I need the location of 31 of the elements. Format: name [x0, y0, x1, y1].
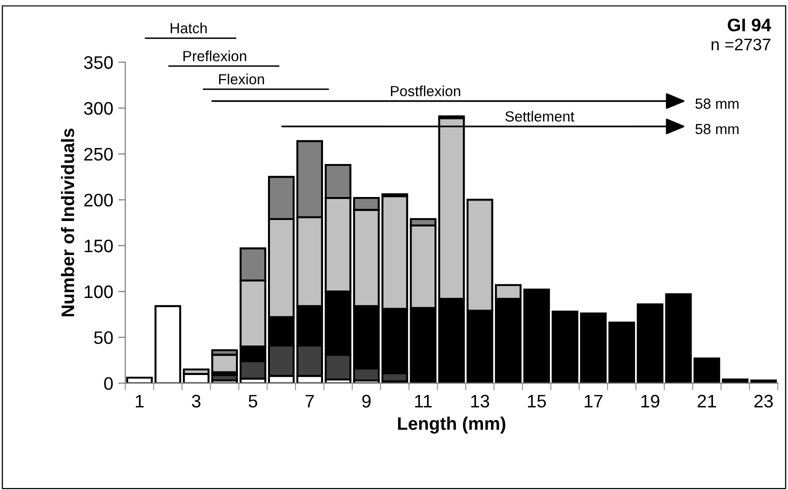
x-tick-label: 21	[698, 394, 716, 408]
x-tick-label: 1	[136, 394, 144, 408]
text: Preflexion	[183, 50, 246, 62]
y-tick-label: 150	[84, 240, 113, 252]
x-tick-label: 9	[362, 394, 371, 408]
x-tick-label: 13	[471, 394, 490, 408]
annotation: Postflexion	[390, 86, 460, 96]
x-tick-label: 5	[248, 394, 258, 408]
chart-subtitle: n =2737	[712, 38, 770, 50]
text: Hatch	[170, 22, 207, 34]
x-tick-label: 19	[641, 394, 660, 408]
y-tick-label: 350	[84, 56, 113, 69]
x-axis-title: Length (mm)	[398, 416, 506, 434]
y-tick-label: 0	[104, 377, 113, 390]
annotation: Flexion	[219, 74, 264, 84]
chart-title: GI 94	[728, 18, 772, 32]
x-tick-label: 7	[306, 394, 314, 408]
y-tick-label: 300	[84, 102, 113, 115]
annotation: Settlement	[505, 110, 574, 122]
y-tick-label: 200	[84, 194, 113, 206]
x-tick-label: 11	[415, 394, 432, 408]
annotation: 58 mm	[695, 98, 738, 109]
x-tick-label: 17	[584, 394, 602, 408]
x-tick-label: 23	[754, 394, 773, 408]
y-tick-label: 100	[84, 285, 113, 298]
y-axis-title: Number of Individuals	[60, 128, 74, 316]
annotation: 58 mm	[695, 124, 738, 134]
x-tick-label: 3	[192, 394, 200, 408]
x-tick-label: 15	[528, 394, 546, 408]
y-tick-label: 250	[84, 148, 113, 161]
y-tick-label: 50	[94, 331, 113, 344]
